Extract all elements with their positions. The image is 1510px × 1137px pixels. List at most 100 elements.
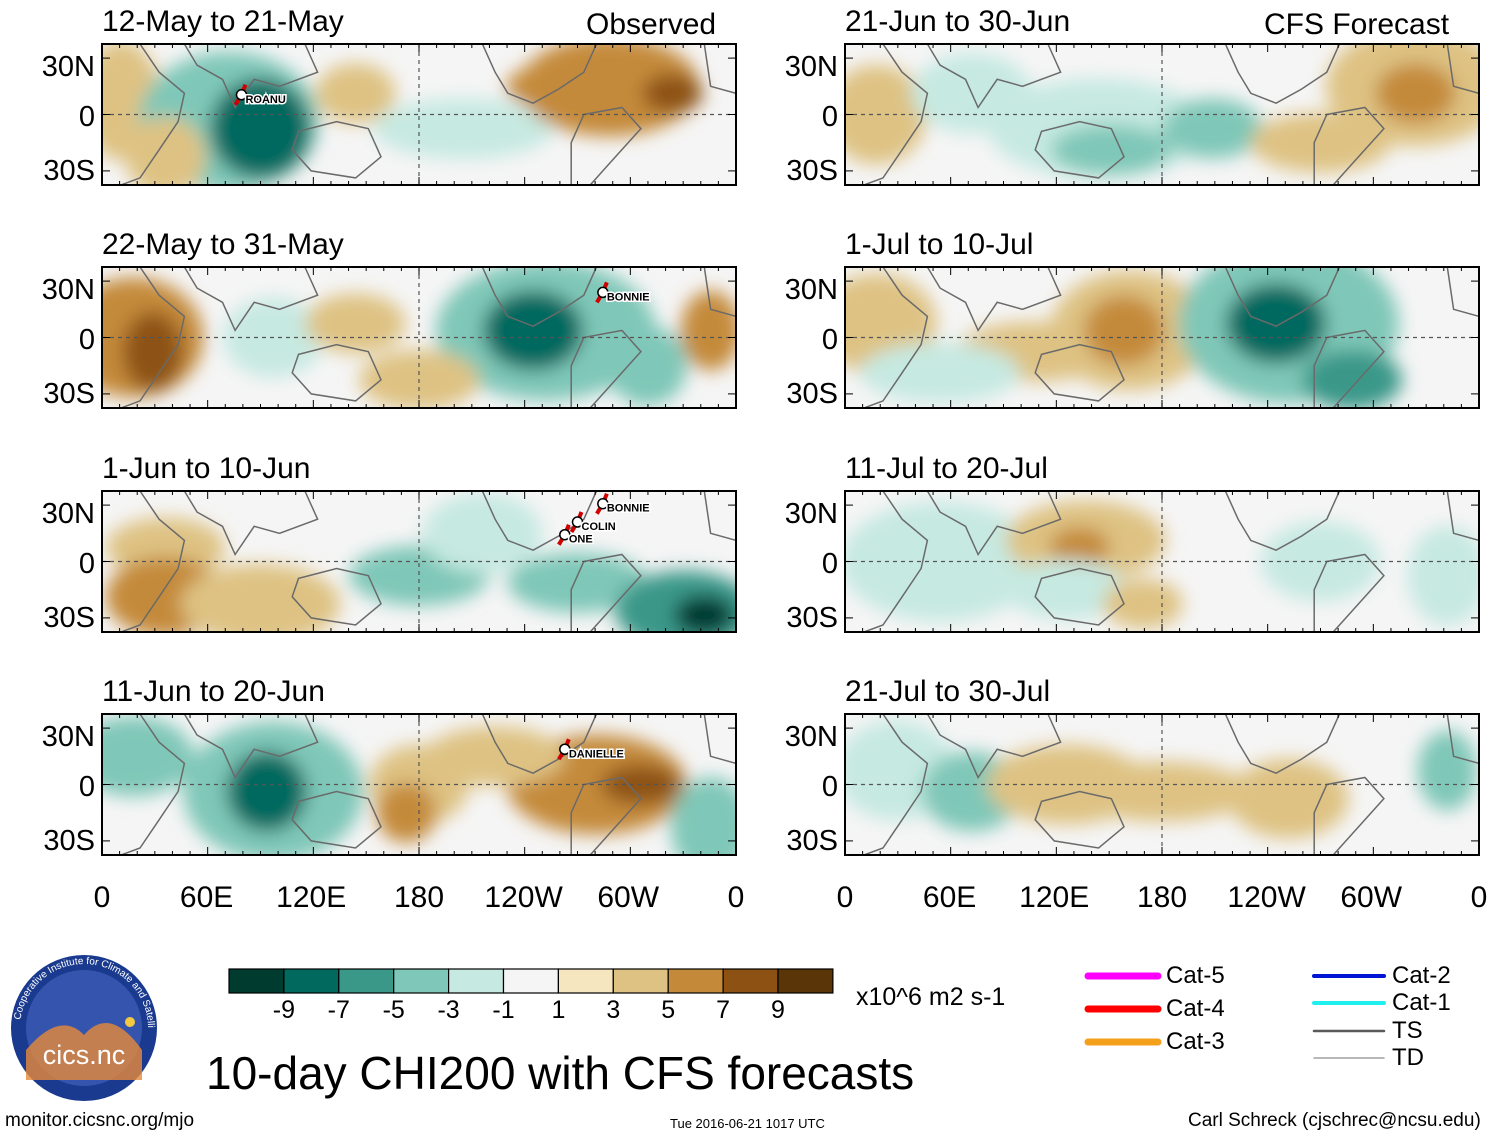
lon-label: 60E (179, 881, 234, 914)
lat-label: 30N (41, 50, 95, 83)
colorbar-label: -3 (437, 996, 460, 1024)
lon-label: 120W (1227, 881, 1306, 914)
lat-label: 0 (78, 771, 95, 804)
colorbar-swatch (667, 968, 724, 994)
colorbar-swatch (393, 968, 450, 994)
colorbar-swatch (777, 968, 834, 994)
lat-label: 0 (78, 548, 95, 581)
lat-label: 30S (43, 601, 95, 634)
storm-label: ROANU (245, 94, 285, 106)
legend-label-cat-3: Cat-3 (1166, 1028, 1225, 1055)
figure-title: 10-day CHI200 with CFS forecasts (206, 1047, 915, 1099)
storm-label: DANIELLE (569, 748, 624, 760)
logo-label: cics.nc (43, 1040, 126, 1070)
lat-label: 30S (786, 154, 838, 187)
lat-label: 30S (43, 154, 95, 187)
legend-label-cat-5: Cat-5 (1166, 962, 1225, 989)
lat-label: 30N (41, 720, 95, 753)
colorbar-swatch (722, 968, 779, 994)
storm-label: COLIN (582, 521, 616, 533)
chi200-field (845, 267, 1403, 408)
chi200-field (102, 267, 736, 408)
lat-label: 30N (41, 497, 95, 530)
legend-label-cat-2: Cat-2 (1392, 962, 1451, 989)
storm-track-one: ONE (557, 523, 594, 547)
map-panel-obs-4: DANIELLE (101, 713, 737, 856)
panel-title-fcst-2: 1-Jul to 10-Jul (845, 228, 1034, 261)
legend-label-cat-4: Cat-4 (1166, 995, 1225, 1022)
legend-label-ts: TS (1392, 1017, 1423, 1044)
footer-url: monitor.cicsnc.org/mjo (5, 1110, 195, 1131)
colorbar-swatch (338, 968, 395, 994)
lon-label: 180 (1136, 881, 1188, 914)
map-panel-fcst-1 (844, 43, 1480, 186)
column-label-forecast: CFS Forecast (1264, 8, 1450, 41)
storm-label: BONNIE (607, 503, 650, 515)
map-panel-fcst-4 (844, 713, 1480, 856)
colorbar-swatch (448, 968, 505, 994)
colorbar-label: -9 (272, 996, 296, 1024)
coastlines (845, 267, 1479, 408)
coastlines (845, 44, 1479, 185)
colorbar-swatch (557, 968, 614, 994)
lon-label: 120E (276, 881, 347, 914)
colorbar-swatch (228, 968, 285, 994)
lat-label: 0 (78, 101, 95, 134)
lat-label: 30S (786, 377, 838, 410)
colorbar (228, 968, 834, 994)
chi200-field (845, 500, 1479, 629)
lat-label: 30S (43, 824, 95, 857)
coastlines (845, 714, 1479, 855)
colorbar-label: 1 (551, 996, 566, 1024)
panel-title-obs-2: 22-May to 31-May (102, 228, 344, 261)
lat-label: 30N (784, 720, 838, 753)
colorbar-label: 9 (771, 996, 785, 1024)
storm-track-bonnie: BONNIE (595, 281, 651, 305)
panel-title-obs-1: 12-May to 21-May (102, 5, 344, 38)
panel-title-fcst-3: 11-Jul to 20-Jul (845, 452, 1048, 485)
storm-track-colin: COLIN (569, 511, 617, 535)
lon-label: 120W (484, 881, 563, 914)
coastlines (102, 714, 736, 855)
colorbar-label: -1 (492, 996, 515, 1024)
coastlines (102, 267, 736, 408)
footer-timestamp: Tue 2016-06-21 1017 UTC (670, 1116, 825, 1131)
map-panel-obs-2: BONNIE (101, 266, 737, 409)
lat-label: 0 (821, 771, 838, 804)
lat-label: 30N (784, 273, 838, 306)
lon-label: 0 (727, 881, 745, 914)
lon-label: 60E (922, 881, 977, 914)
lat-label: 30N (784, 497, 838, 530)
colorbar-label: -7 (327, 996, 350, 1024)
lat-label: 0 (821, 324, 838, 357)
panel-title-obs-4: 11-Jun to 20-Jun (102, 675, 325, 708)
storm-track-roanu: ROANU (233, 84, 287, 107)
units-label: x10^6 m2 s-1 (856, 983, 1006, 1011)
lon-label: 0 (1470, 881, 1488, 914)
map-panel-fcst-3 (844, 490, 1480, 633)
lat-label: 30N (41, 273, 95, 306)
chi200-field (105, 493, 736, 632)
footer-credit: Carl Schreck (cjschrec@ncsu.edu) (1188, 1110, 1481, 1131)
lon-label: 180 (393, 881, 445, 914)
lon-label: 120E (1019, 881, 1090, 914)
storm-track-bonnie: BONNIE (595, 492, 651, 516)
lat-label: 30N (784, 50, 838, 83)
panel-title-obs-3: 1-Jun to 10-Jun (102, 452, 311, 485)
colorbar-swatch (283, 968, 340, 994)
coastlines (102, 491, 736, 632)
lat-label: 0 (821, 101, 838, 134)
lon-label: 0 (836, 881, 854, 914)
coastlines (845, 491, 1479, 632)
lat-label: 30S (43, 377, 95, 410)
storm-label: ONE (569, 534, 593, 546)
chi200-field (845, 44, 1479, 179)
colorbar-swatch (612, 968, 669, 994)
lon-label: 60W (597, 881, 660, 914)
legend-label-td: TD (1392, 1044, 1424, 1071)
map-panel-fcst-2 (844, 266, 1480, 409)
panel-title-fcst-4: 21-Jul to 30-Jul (845, 675, 1051, 708)
